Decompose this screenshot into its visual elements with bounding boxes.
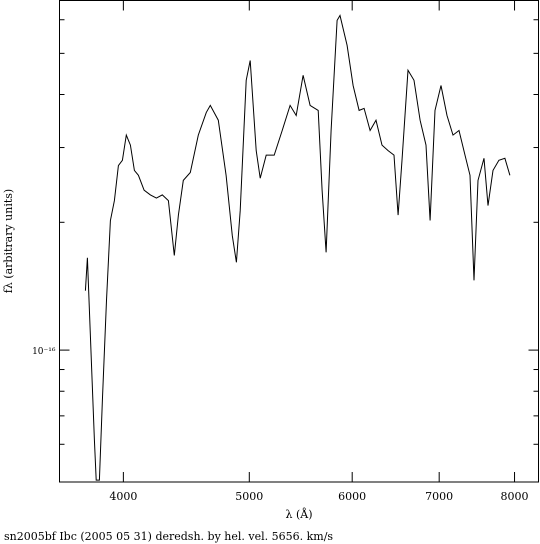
y-tick-label: 10⁻¹⁶ — [32, 347, 56, 357]
y-axis-label: fλ (arbitrary units) — [2, 189, 15, 293]
x-tick-label: 6000 — [338, 490, 366, 503]
spectrum-line — [84, 14, 511, 481]
x-tick-label: 7000 — [425, 490, 453, 503]
x-tick-label: 8000 — [501, 490, 529, 503]
plot-area — [84, 14, 511, 481]
x-axis-label: λ (Å) — [286, 507, 313, 521]
caption: sn2005bf Ibc (2005 05 31) deredsh. by he… — [4, 530, 333, 543]
x-tick-label: 5000 — [235, 490, 263, 503]
frame — [59, 0, 539, 483]
x-tick-label: 4000 — [109, 490, 137, 503]
